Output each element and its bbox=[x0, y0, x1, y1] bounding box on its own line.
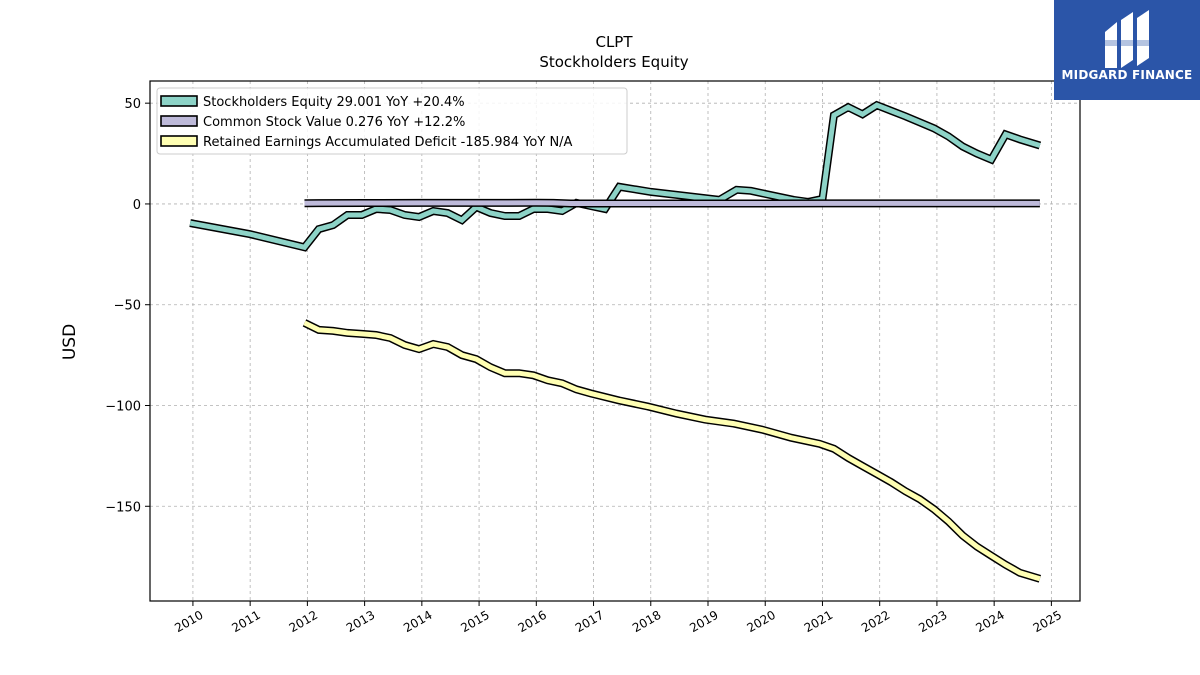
series-1-line bbox=[189, 102, 1041, 251]
legend-box bbox=[156, 87, 628, 155]
x-tick-label: 2019 bbox=[687, 608, 720, 635]
grid bbox=[150, 81, 1080, 601]
x-axis: 2010 2011 2012 2013 2014 2015 2016 2017 2018 2019… bbox=[172, 601, 1064, 635]
series-1 bbox=[189, 100, 1042, 252]
series-2 bbox=[304, 198, 1040, 208]
y-axis: 50 0 −50 −100 −150 bbox=[105, 97, 150, 515]
logo-mark-icon bbox=[1105, 10, 1149, 68]
legend: Stockholders Equity 29.001 YoY +20.4% Com… bbox=[156, 87, 628, 155]
x-tick-label: 2012 bbox=[287, 608, 320, 635]
legend-swatch-3 bbox=[160, 135, 198, 147]
series-layer bbox=[189, 100, 1042, 583]
y-axis-label: USD bbox=[60, 324, 80, 360]
series-3 bbox=[302, 319, 1042, 583]
x-tick-label: 2018 bbox=[630, 608, 663, 635]
y-tick-label: 50 bbox=[124, 97, 141, 112]
y-tick-label: 0 bbox=[133, 198, 141, 213]
x-tick-label: 2020 bbox=[745, 608, 778, 635]
legend-swatch-1 bbox=[160, 95, 198, 107]
x-tick-label: 2024 bbox=[973, 608, 1006, 635]
x-tick-label: 2013 bbox=[344, 608, 377, 635]
series-2-line bbox=[304, 200, 1040, 206]
x-tick-label: 2011 bbox=[229, 608, 262, 635]
y-tick-label: −50 bbox=[114, 299, 141, 314]
midgard-finance-logo: MIDGARD FINANCE bbox=[1054, 0, 1200, 100]
x-tick-label: 2017 bbox=[573, 608, 606, 635]
legend-label-3: Retained Earnings Accumulated Deficit -1… bbox=[203, 135, 573, 150]
chart-title: CLPT bbox=[595, 33, 633, 51]
plot-frame bbox=[149, 80, 1081, 602]
legend-swatch-2 bbox=[160, 115, 198, 127]
series-3-line bbox=[303, 320, 1041, 582]
x-tick-label: 2021 bbox=[802, 608, 835, 635]
x-tick-label: 2014 bbox=[401, 608, 434, 635]
x-tick-label: 2010 bbox=[172, 608, 205, 635]
logo-text: MIDGARD FINANCE bbox=[1061, 68, 1193, 82]
y-tick-label: −150 bbox=[105, 500, 141, 515]
chart-subtitle: Stockholders Equity bbox=[539, 53, 688, 71]
x-tick-label: 2015 bbox=[458, 608, 491, 635]
series-3-outline bbox=[302, 319, 1042, 583]
x-tick-label: 2022 bbox=[859, 608, 892, 635]
x-tick-label: 2016 bbox=[516, 608, 549, 635]
y-tick-label: −100 bbox=[105, 399, 141, 414]
x-tick-label: 2025 bbox=[1031, 608, 1064, 635]
legend-label-1: Stockholders Equity 29.001 YoY +20.4% bbox=[203, 95, 465, 110]
legend-label-2: Common Stock Value 0.276 YoY +12.2% bbox=[203, 115, 465, 130]
x-tick-label: 2023 bbox=[916, 608, 949, 635]
